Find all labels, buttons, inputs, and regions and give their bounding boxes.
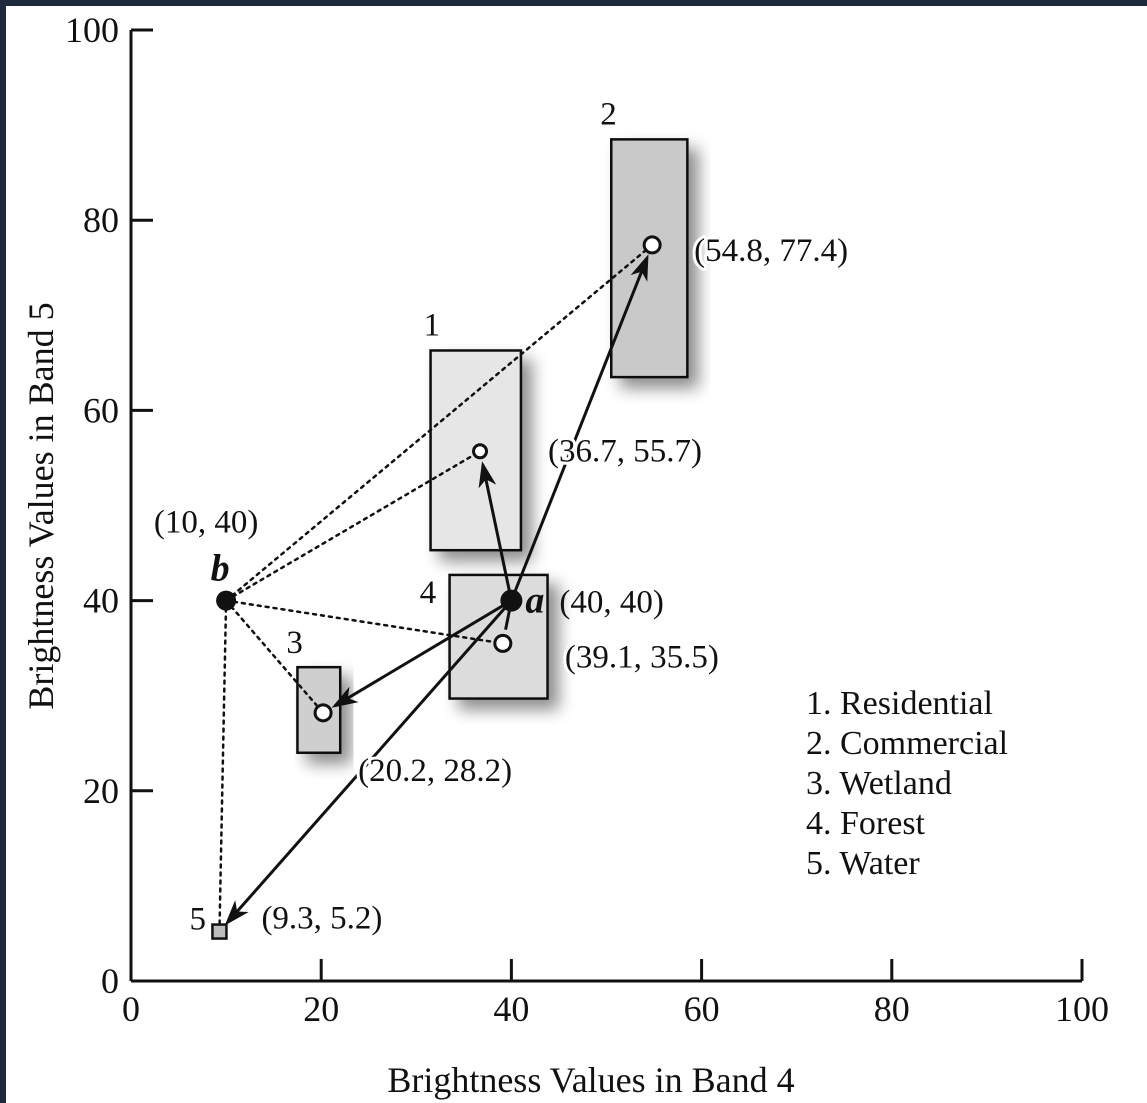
- distance-line-b-to-3: [224, 599, 325, 715]
- legend-entry-2: 2. Commercial: [806, 725, 1008, 762]
- y-tick-label: 80: [83, 200, 119, 240]
- chart-panel: 0 20 40 60 80 100 0 20 40 60 80 100 1 2 3 4 (36.7, 55.7…: [6, 6, 1147, 1103]
- distance-line-b-to-1: [224, 450, 482, 602]
- class-box-label-2: 2: [600, 96, 617, 132]
- distance-arrow-a-to-3: [334, 599, 513, 707]
- class-box-label-3: 3: [286, 625, 303, 661]
- arrowhead-a-to-5: [224, 900, 249, 926]
- distance-arrow-a-to-2: [510, 257, 649, 602]
- y-tick-label: 40: [83, 581, 119, 621]
- class-box-label-4: 4: [420, 575, 437, 611]
- legend-entry-4: 4. Forest: [806, 805, 926, 842]
- class-box-label-1: 1: [424, 307, 441, 343]
- distance-line-b-to-4: [224, 599, 505, 645]
- unknown-pixel-coord-a: (40, 40): [559, 585, 663, 621]
- unknown-pixel-b: [216, 590, 237, 611]
- x-tick-label: 20: [303, 989, 339, 1029]
- unknown-pixel-a: [500, 589, 523, 612]
- x-axis-title: Brightness Values in Band 4: [387, 1060, 794, 1100]
- class-mean-point-2: [642, 235, 662, 255]
- x-tick-label: 100: [1055, 989, 1109, 1029]
- class-mean-label-4: (39.1, 35.5): [565, 639, 719, 675]
- class-mean-label-2: (54.8, 77.4): [694, 233, 848, 269]
- point-labels: 1 2 3 4 (36.7, 55.7) (54.8, 77.4) (20.2, 28.2)…: [154, 96, 851, 939]
- class-mean-label-3: (20.2, 28.2): [358, 753, 512, 789]
- arrowhead-a-to-1: [478, 461, 497, 489]
- y-tick-label: 0: [101, 961, 119, 1001]
- class-box-label-5: 5: [189, 902, 206, 938]
- y-tick-label: 60: [83, 390, 119, 430]
- unknown-pixel-coord-b: (10, 40): [154, 505, 258, 541]
- x-tick-label: 80: [874, 989, 910, 1029]
- x-tick-label: 40: [493, 989, 529, 1029]
- legend-entry-3: 3. Wetland: [806, 765, 952, 802]
- y-tick-label: 100: [65, 10, 119, 50]
- scatter-chart: 0 20 40 60 80 100 0 20 40 60 80 100 1 2 3 4 (36.7, 55.7…: [21, 10, 1109, 1100]
- x-tick-label: 0: [122, 989, 140, 1029]
- distance-line-b-to-5: [218, 599, 228, 933]
- y-axis-title: Brightness Values in Band 5: [21, 302, 61, 709]
- class-mean-point-1: [472, 443, 489, 460]
- distance-lines: [218, 243, 654, 933]
- unknown-pixel-name-a: a: [525, 580, 544, 622]
- x-tick-label: 60: [684, 989, 720, 1029]
- legend-entry-1: 1. Residential: [806, 685, 993, 722]
- arrowhead-a-to-3: [331, 686, 359, 708]
- data-points: [211, 235, 662, 940]
- distance-arrow-a-to-5: [226, 599, 513, 924]
- class-mean-label-1: (36.7, 55.7): [548, 433, 702, 469]
- class-mean-point-3: [313, 703, 333, 723]
- class-box-2: [610, 138, 689, 379]
- unknown-pixel-name-b: b: [211, 548, 230, 590]
- distance-arrow-a-to-1: [481, 464, 513, 601]
- class-mean-point-4: [493, 633, 513, 653]
- legend-entry-5: 5. Water: [806, 845, 920, 882]
- y-tick-label: 20: [83, 771, 119, 811]
- axes: [129, 30, 1082, 983]
- axis-ticks: 0 20 40 60 80 100 0 20 40 60 80 100: [65, 10, 1109, 1029]
- arrowhead-a-to-2: [630, 254, 649, 282]
- class-mean-point-5: [211, 923, 228, 940]
- class-mean-label-5: (9.3, 5.2): [261, 901, 382, 937]
